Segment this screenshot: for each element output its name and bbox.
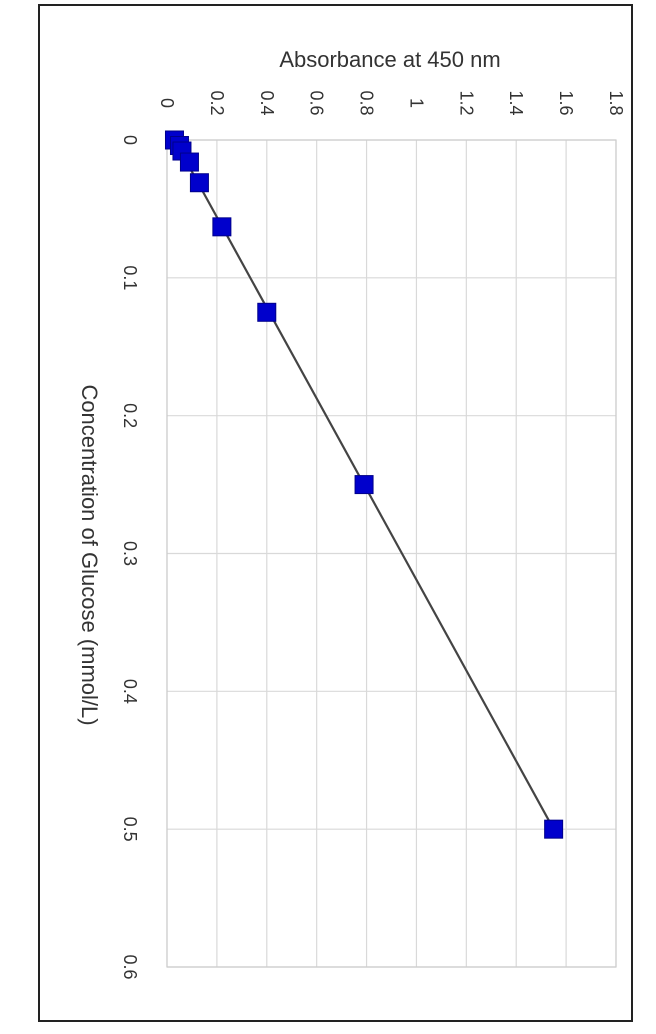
y-tick-labels: 0 0.2 0.4 0.6 0.8 1 1.2 1.4 1.6 1.8 <box>157 90 626 115</box>
y-tick-label-3: 0.6 <box>307 90 327 115</box>
y-tick-label-4: 0.8 <box>357 90 377 115</box>
x-tick-label-5: 0.5 <box>120 817 140 842</box>
y-tick-label-7: 1.4 <box>506 90 526 115</box>
y-tick-label-1: 0.2 <box>207 90 227 115</box>
y-tick-label-9: 1.8 <box>606 90 626 115</box>
chart-frame <box>38 4 633 1022</box>
grid <box>166 139 617 968</box>
x-tick-label-6: 0.6 <box>120 954 140 979</box>
data-point-4 <box>189 173 209 193</box>
data-points <box>164 130 564 839</box>
x-axis-title: Concentration of Glucose (mmol/L) <box>77 384 102 725</box>
x-tick-label-0: 0 <box>120 135 140 145</box>
plot-area-border <box>166 139 617 968</box>
y-axis-title: Absorbance at 450 nm <box>279 47 500 72</box>
x-tick-label-1: 0.1 <box>120 265 140 290</box>
data-point-5 <box>212 217 232 237</box>
x-tick-label-2: 0.2 <box>120 403 140 428</box>
data-point-3 <box>179 152 199 172</box>
x-tick-label-3: 0.3 <box>120 541 140 566</box>
y-tick-label-0: 0 <box>157 98 177 108</box>
y-tick-label-2: 0.4 <box>257 90 277 115</box>
y-tick-label-8: 1.6 <box>556 90 576 115</box>
data-point-7 <box>354 475 374 495</box>
y-tick-label-6: 1.2 <box>456 90 476 115</box>
x-tick-label-4: 0.4 <box>120 679 140 704</box>
y-tick-label-5: 1 <box>406 98 426 108</box>
data-point-8 <box>544 819 564 839</box>
x-tick-labels: 0 0.1 0.2 0.3 0.4 0.5 0.6 <box>120 135 140 980</box>
data-point-6 <box>257 302 277 322</box>
